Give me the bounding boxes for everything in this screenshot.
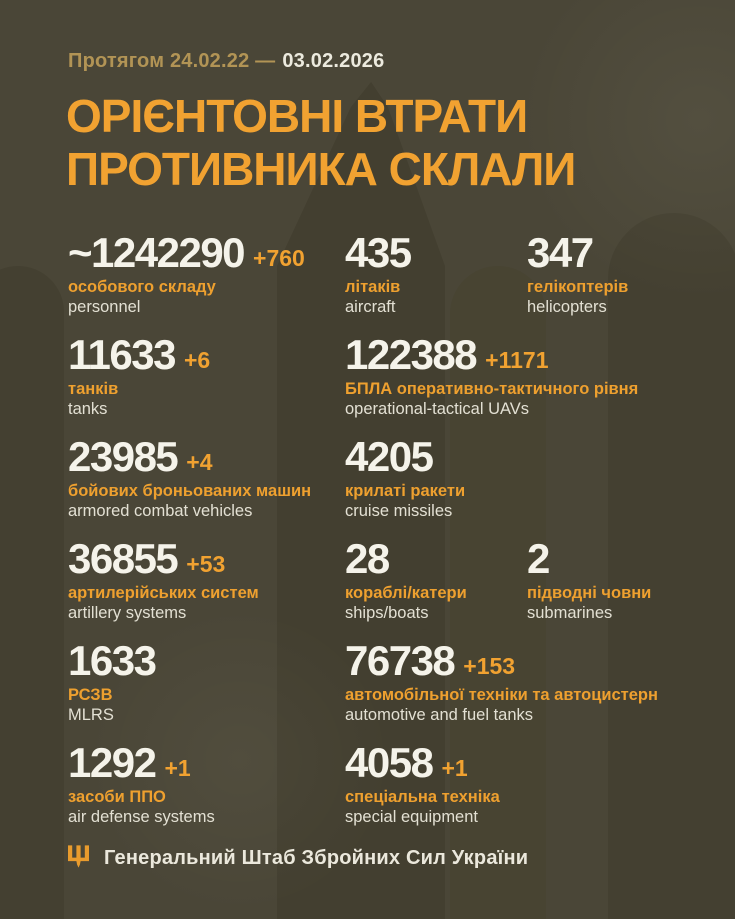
stat-label-uk: танків <box>68 380 119 398</box>
date-range-prefix: Протягом 24.02.22 — <box>68 50 276 72</box>
stat-label-en: ships/boats <box>345 604 429 622</box>
stat-label-uk: крилаті ракети <box>345 482 466 500</box>
stat-label-en: tanks <box>68 400 108 418</box>
stat-label-uk: засоби ППО <box>68 788 166 806</box>
stat-helicopters: 347 гелікоптерів helicopters <box>527 229 735 335</box>
stat-label-en: air defense systems <box>68 808 215 826</box>
stat-label-en: helicopters <box>527 298 607 316</box>
stat-delta: +4 <box>186 449 213 475</box>
footer-org-name: Генеральний Штаб Збройних Сил України <box>104 846 529 869</box>
stat-label-en: aircraft <box>345 298 396 316</box>
stat-delta: +1171 <box>485 347 549 373</box>
stat-value: 76738 <box>345 637 456 684</box>
stat-aircraft: 435 літаків aircraft <box>345 229 527 335</box>
stat-air-defense: 1292 +1 засоби ППО air defense systems <box>68 739 345 845</box>
stat-label-en: automotive and fuel tanks <box>345 706 534 724</box>
stat-label-en: personnel <box>68 298 141 316</box>
stat-cruise-missiles: 4205 крилаті ракети cruise missiles <box>345 433 735 539</box>
stat-value: 2 <box>527 535 550 582</box>
stat-label-uk: автомобільної техніки та автоцистерн <box>345 686 658 704</box>
stat-tanks: 11633 +6 танків tanks <box>68 331 345 437</box>
stat-value: 4058 <box>345 739 434 786</box>
stat-value: 28 <box>345 535 390 582</box>
stat-mlrs: 1633 РСЗВ MLRS <box>68 637 345 743</box>
stat-label-uk: гелікоптерів <box>527 278 629 296</box>
stat-uavs: 122388 +1171 БПЛА оперативно-тактичного р… <box>345 331 735 437</box>
losses-grid: ~1242290 +760 особового складу personnel … <box>68 229 735 845</box>
stat-label-en: operational-tactical UAVs <box>345 400 530 418</box>
stat-delta: +1 <box>164 755 191 781</box>
watermark-left-bump <box>0 266 64 919</box>
page-title-line2: ПРОТИВНИКА СКЛАЛИ <box>66 143 576 195</box>
stat-label-uk: РСЗВ <box>68 686 113 704</box>
stat-label-uk: спеціальна техніка <box>345 788 500 806</box>
stat-armored-vehicles: 23985 +4 бойових броньованих машин armore… <box>68 433 345 539</box>
stat-special-equipment: 4058 +1 спеціальна техніка special equipm… <box>345 739 735 845</box>
page-title-line1: ОРІЄНТОВНІ ВТРАТИ <box>66 90 528 142</box>
stat-label-uk: кораблі/катери <box>345 584 467 602</box>
stat-value: 122388 <box>345 331 478 378</box>
date-range-end: 03.02.2026 <box>282 50 385 72</box>
stat-label-uk: літаків <box>345 278 401 296</box>
stat-value: ~1242290 <box>68 229 246 276</box>
stat-submarines: 2 підводні човни submarines <box>527 535 735 641</box>
stat-label-en: MLRS <box>68 706 114 724</box>
stat-artillery: 36855 +53 артилерійських систем artillery… <box>68 535 345 641</box>
stat-value: 11633 <box>68 331 176 378</box>
stat-label-uk: БПЛА оперативно-тактичного рівня <box>345 380 639 398</box>
stat-delta: +6 <box>183 347 211 373</box>
stat-delta: +153 <box>463 653 516 679</box>
stat-label-en: armored combat vehicles <box>68 502 253 520</box>
stat-label-uk: підводні човни <box>527 584 652 602</box>
stat-label-en: artillery systems <box>68 604 187 622</box>
stat-label-uk: бойових броньованих машин <box>68 482 312 500</box>
stat-value: 23985 <box>68 433 179 480</box>
stat-delta: +53 <box>186 551 226 577</box>
stat-value: 347 <box>527 229 594 276</box>
stat-delta: +1 <box>441 755 468 781</box>
stat-label-uk: особового складу <box>68 278 216 296</box>
stat-value: 435 <box>345 229 412 276</box>
stat-ships: 28 кораблі/катери ships/boats <box>345 535 527 641</box>
stat-personnel: ~1242290 +760 особового складу personnel <box>68 229 345 335</box>
stat-value: 4205 <box>345 433 434 480</box>
page-title: ОРІЄНТОВНІ ВТРАТИ ПРОТИВНИКА СКЛАЛИ <box>66 90 576 196</box>
stat-label-en: submarines <box>527 604 613 622</box>
stat-label-uk: артилерійських систем <box>68 584 259 602</box>
stat-value: 1633 <box>68 637 157 684</box>
tryzub-icon <box>68 845 89 868</box>
stat-value: 36855 <box>68 535 179 582</box>
stat-delta: +760 <box>253 245 305 271</box>
stat-label-en: cruise missiles <box>345 502 453 520</box>
date-range: Протягом 24.02.22 — 03.02.2026 <box>68 50 384 73</box>
stat-vehicles-fuel-tanks: 76738 +153 автомобільної техніки та автоц… <box>345 637 735 743</box>
stat-value: 1292 <box>68 739 157 786</box>
footer: Генеральний Штаб Збройних Сил України <box>68 845 528 871</box>
stat-label-en: special equipment <box>345 808 478 826</box>
